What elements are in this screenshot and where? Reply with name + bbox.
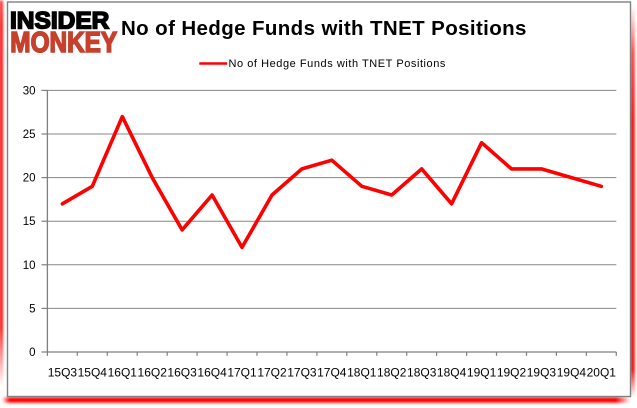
svg-text:18Q3: 18Q3: [407, 366, 437, 380]
svg-text:17Q4: 17Q4: [317, 366, 347, 380]
svg-text:15Q4: 15Q4: [78, 366, 108, 380]
svg-text:18Q4: 18Q4: [437, 366, 467, 380]
svg-text:30: 30: [23, 85, 36, 97]
svg-text:20Q1: 20Q1: [587, 366, 617, 380]
svg-text:0: 0: [29, 347, 35, 359]
svg-text:15Q3: 15Q3: [48, 366, 78, 380]
svg-text:18Q1: 18Q1: [347, 366, 377, 380]
svg-text:19Q4: 19Q4: [557, 366, 587, 380]
svg-text:19Q2: 19Q2: [497, 366, 527, 380]
svg-text:15: 15: [23, 216, 36, 228]
svg-text:No of Hedge Funds with TNET Po: No of Hedge Funds with TNET Positions: [121, 17, 527, 40]
svg-text:MONKEY: MONKEY: [10, 26, 117, 58]
svg-text:16Q2: 16Q2: [138, 366, 168, 380]
svg-text:25: 25: [23, 129, 36, 141]
svg-text:5: 5: [29, 303, 35, 315]
svg-text:17Q3: 17Q3: [287, 366, 317, 380]
svg-text:19Q1: 19Q1: [467, 366, 497, 380]
svg-text:16Q4: 16Q4: [197, 366, 227, 380]
svg-text:20: 20: [23, 173, 36, 185]
svg-text:17Q2: 17Q2: [257, 366, 287, 380]
svg-text:INSIDER: INSIDER: [10, 8, 110, 35]
svg-text:17Q1: 17Q1: [227, 366, 257, 380]
svg-text:18Q2: 18Q2: [377, 366, 407, 380]
svg-text:No of Hedge Funds with TNET Po: No of Hedge Funds with TNET Positions: [229, 58, 446, 70]
svg-text:19Q3: 19Q3: [527, 366, 557, 380]
svg-text:16Q1: 16Q1: [108, 366, 138, 380]
svg-text:10: 10: [23, 260, 36, 272]
svg-text:16Q3: 16Q3: [167, 366, 197, 380]
